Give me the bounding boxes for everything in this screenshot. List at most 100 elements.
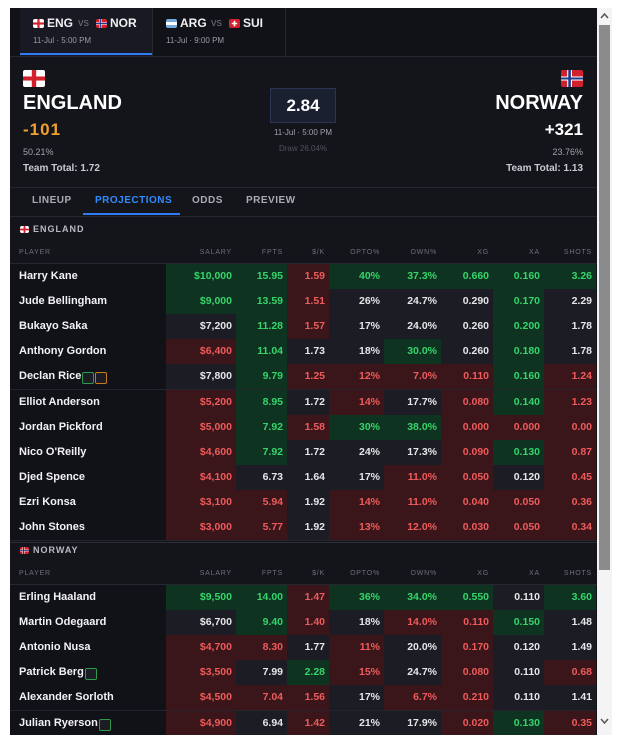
stat-cell: 17% (329, 314, 384, 340)
stat-cell: 5.94 (236, 489, 287, 515)
stat-cell: 0.110 (441, 364, 493, 390)
scroll-thumb[interactable] (599, 25, 610, 570)
column-header: SALARY (199, 249, 232, 256)
stat-cell: $7,200 (166, 314, 236, 340)
stat-cell: 0.130 (493, 439, 544, 465)
column-header: SALARY (199, 570, 232, 577)
player-row[interactable]: John Stones $3,000 5.77 1.92 13% 12.0% 0.030 0.… (10, 515, 597, 541)
stat-cell: 1.57 (287, 314, 329, 340)
player-row[interactable]: Patrick Berg $3,500 7.99 2.28 15% 24.7% 0.080 0… (10, 660, 597, 687)
nav-tab[interactable]: LINEUP (32, 195, 72, 206)
player-row[interactable]: Nico O'Reilly $4,600 7.92 1.72 24% 17.3% 0.090… (10, 439, 597, 466)
player-row[interactable]: Bukayo Saka $7,200 11.28 1.57 17% 24.0% 0.260 0… (10, 314, 597, 341)
stat-cell: 0.050 (441, 464, 493, 490)
stat-cell: 0.210 (441, 685, 493, 711)
stat-cell: 1.59 (287, 264, 329, 289)
player-name: Djed Spence (19, 470, 86, 483)
nav-tab[interactable]: ODDS (192, 195, 223, 206)
stat-cell: 1.41 (544, 685, 596, 711)
player-row[interactable]: Erling Haaland $9,500 14.00 1.47 36% 34.0% 0.5… (10, 585, 597, 611)
stat-cell: $4,100 (166, 464, 236, 490)
draw-probability: Draw 26.04% (278, 144, 328, 153)
column-header: OWN% (410, 249, 437, 256)
player-row[interactable]: Elliot Anderson $5,200 8.95 1.72 14% 17.7% 0.0… (10, 389, 597, 416)
away-probability: 23.76% (552, 147, 583, 157)
stat-cell: 12% (329, 364, 384, 390)
nav-tab[interactable]: PROJECTIONS (95, 195, 173, 206)
stat-cell: 0.080 (441, 389, 493, 415)
player-row[interactable]: Ezri Konsa $3,100 5.94 1.92 14% 11.0% 0.040 0.0… (10, 489, 597, 516)
match-tab[interactable]: ARG vs SUI 11-Jul · 9:00 PM (153, 8, 286, 56)
stat-cell: 1.64 (287, 464, 329, 490)
stat-cell: 1.77 (287, 635, 329, 661)
player-name: Jude Bellingham (19, 295, 108, 308)
stat-cell: 14% (329, 489, 384, 515)
stat-cell: $5,200 (166, 389, 236, 415)
stat-cell: 8.95 (236, 389, 287, 415)
player-row[interactable]: Djed Spence $4,100 6.73 1.64 17% 11.0% 0.050 0.… (10, 464, 597, 491)
player-name: Elliot Anderson (19, 395, 100, 408)
stat-cell: 1.78 (544, 314, 596, 340)
player-row[interactable]: Jordan Pickford $5,000 7.92 1.58 30% 38.0% 0.0… (10, 414, 597, 441)
team-code: SUI (243, 16, 264, 30)
stat-cell: 1.42 (287, 710, 329, 735)
divider (10, 542, 597, 543)
player-badge (82, 372, 94, 385)
home-odds: -101 (23, 120, 62, 139)
column-header: $/K (312, 249, 325, 256)
stat-cell: 0.34 (544, 515, 596, 540)
stat-cell: 0.180 (493, 339, 544, 365)
stat-cell: 6.73 (236, 464, 287, 490)
player-row[interactable]: Antonio Nusa $4,700 8.30 1.77 11% 20.0% 0.170 0… (10, 635, 597, 662)
stat-cell: 3.26 (544, 264, 596, 289)
stat-cell: 0.050 (493, 515, 544, 540)
flag (20, 547, 29, 554)
stat-cell: 0.87 (544, 439, 596, 465)
scrollbar[interactable] (597, 8, 612, 735)
divider (10, 263, 597, 264)
stat-cell: 13.59 (236, 289, 287, 315)
stat-cell: $9,500 (166, 585, 236, 610)
stat-cell: $4,900 (166, 710, 236, 735)
stat-cell: 7.0% (384, 364, 441, 390)
player-name: Erling Haaland (19, 591, 97, 603)
stat-cell: $4,500 (166, 685, 236, 711)
column-header: FPTS (261, 570, 283, 577)
match-time: 11-Jul · 5:00 PM (273, 128, 333, 137)
nav-active-underline (83, 213, 180, 215)
stat-cell: 0.45 (544, 464, 596, 490)
column-header: PLAYER (19, 570, 51, 577)
stat-cell: 17.9% (384, 710, 441, 735)
stat-cell: 17% (329, 685, 384, 711)
stat-cell: 24% (329, 439, 384, 465)
player-row[interactable]: Harry Kane $10,000 15.95 1.59 40% 37.3% 0.660 0… (10, 264, 597, 290)
stat-cell: 0.170 (441, 635, 493, 661)
player-row[interactable]: Julian Ryerson $4,900 6.94 1.42 21% 17.9% 0.02… (10, 710, 597, 735)
player-row[interactable]: Declan Rice $7,800 9.79 1.25 12% 7.0% 0.110 0.1… (10, 364, 597, 391)
kickoff-time: 11-Jul · 5:00 PM (33, 36, 92, 45)
nav-tab[interactable]: PREVIEW (246, 195, 296, 206)
stat-cell: 0.120 (493, 464, 544, 490)
stat-cell: 1.56 (287, 685, 329, 711)
player-row[interactable]: Jude Bellingham $9,000 13.59 1.51 26% 24.7% 0.… (10, 289, 597, 316)
stat-cell: 34.0% (384, 585, 441, 610)
player-name: Alexander Sorloth (19, 691, 114, 704)
player-row[interactable]: Anthony Gordon $6,400 11.04 1.73 18% 30.0% 0.2… (10, 339, 597, 366)
stat-cell: 14.00 (236, 585, 287, 610)
stat-cell: 18% (329, 339, 384, 365)
stat-cell: 5.77 (236, 515, 287, 540)
stat-cell: $4,700 (166, 635, 236, 661)
column-header: XG (477, 249, 489, 256)
stat-cell: 0.36 (544, 489, 596, 515)
stat-cell: 2.28 (287, 660, 329, 686)
stat-cell: 0.260 (441, 314, 493, 340)
player-row[interactable]: Alexander Sorloth $4,500 7.04 1.56 17% 6.7% 0.… (10, 685, 597, 712)
player-row[interactable]: Martin Odegaard $6,700 9.40 1.40 18% 14.0% 0.1… (10, 610, 597, 637)
stat-cell: 7.92 (236, 439, 287, 465)
home-team-name: ENGLAND (23, 92, 122, 114)
stat-cell: 30.0% (384, 339, 441, 365)
stat-cell: 0.290 (441, 289, 493, 315)
stat-cell: 17.7% (384, 389, 441, 415)
match-tab[interactable]: ENG vs NOR 11-Jul · 5:00 PM (20, 8, 153, 56)
column-header: PLAYER (19, 249, 51, 256)
